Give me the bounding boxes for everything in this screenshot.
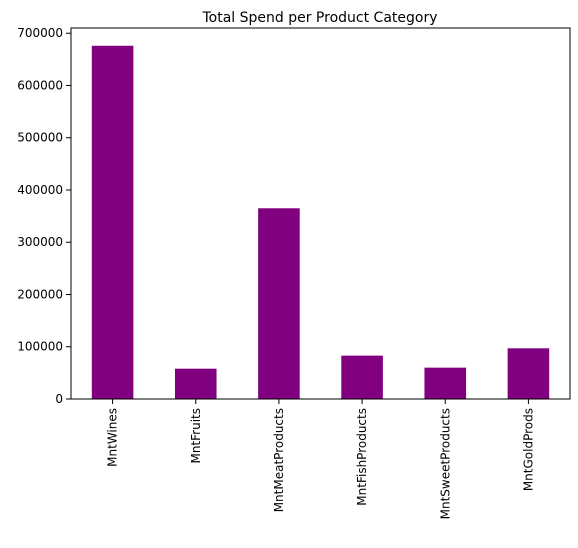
y-tick-label: 200000 <box>17 287 63 301</box>
bar-MntFishProducts <box>341 355 383 399</box>
x-tick-label: MntFruits <box>189 408 203 464</box>
y-tick-label: 300000 <box>17 235 63 249</box>
x-tick-label: MntWines <box>106 408 120 467</box>
bars-group <box>91 45 550 399</box>
x-tick-label: MntFishProducts <box>355 408 369 506</box>
y-tick-label: 400000 <box>17 183 63 197</box>
y-tick-label: 600000 <box>17 78 63 92</box>
x-axis: MntWines MntFruits MntMeatProducts MntFishP… <box>106 399 535 519</box>
plot-frame <box>70 27 571 400</box>
x-tick-label: MntMeatProducts <box>272 408 286 512</box>
bar-MntGoldProds <box>507 348 550 399</box>
x-tick-label: MntSweetProducts <box>438 408 452 519</box>
bar-MntMeatProducts <box>258 208 300 399</box>
y-axis: 0 100000 200000 300000 400000 500000 600000 700… <box>17 26 71 406</box>
bar-MntSweetProducts <box>424 367 467 399</box>
x-tick-label: MntGoldProds <box>521 408 535 491</box>
y-tick-label: 700000 <box>17 26 63 40</box>
y-tick-label: 0 <box>55 392 63 406</box>
y-tick-label: 100000 <box>17 340 63 354</box>
bar-MntFruits <box>174 368 217 399</box>
y-tick-label: 500000 <box>17 131 63 145</box>
chart-title: Total Spend per Product Category <box>201 10 437 26</box>
bar-MntWines <box>91 45 134 399</box>
